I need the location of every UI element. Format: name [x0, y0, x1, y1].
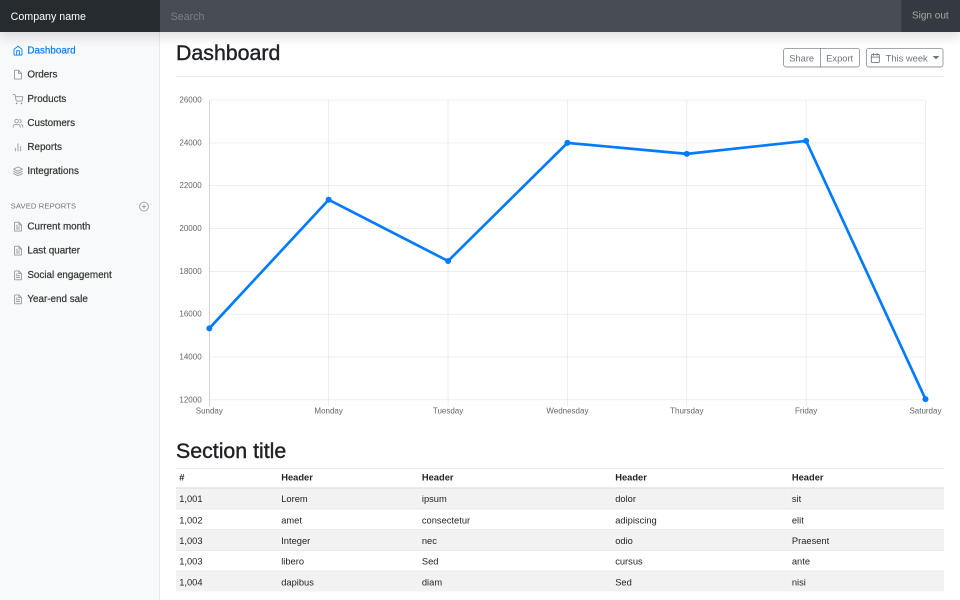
svg-text:Saturday: Saturday [909, 406, 941, 415]
svg-text:Thursday: Thursday [670, 406, 703, 415]
svg-text:26000: 26000 [179, 96, 202, 105]
svg-text:12000: 12000 [179, 395, 202, 404]
svg-text:24000: 24000 [179, 138, 202, 147]
svg-text:Friday: Friday [795, 406, 817, 415]
svg-text:Monday: Monday [314, 406, 342, 415]
svg-text:18000: 18000 [179, 267, 202, 276]
svg-text:14000: 14000 [179, 352, 202, 361]
svg-text:Tuesday: Tuesday [433, 406, 463, 415]
svg-text:20000: 20000 [179, 224, 202, 233]
svg-text:Sunday: Sunday [196, 406, 223, 415]
svg-text:Wednesday: Wednesday [546, 406, 588, 415]
svg-text:22000: 22000 [179, 181, 202, 190]
svg-text:16000: 16000 [179, 310, 202, 319]
